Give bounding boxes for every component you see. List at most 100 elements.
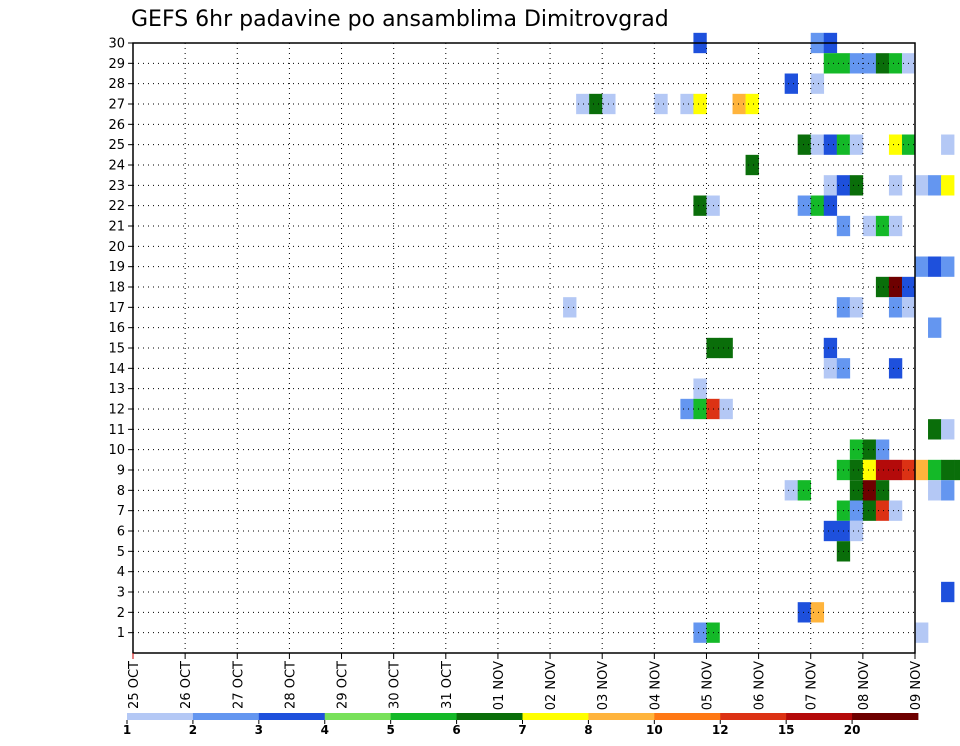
heatmap-cell bbox=[941, 459, 955, 481]
legend-swatch bbox=[522, 713, 589, 720]
heatmap-cell bbox=[941, 175, 955, 196]
y-tick-label: 23 bbox=[108, 179, 125, 194]
heatmap-cell bbox=[928, 480, 942, 501]
legend-swatch bbox=[456, 713, 523, 720]
heatmap-cell bbox=[862, 439, 877, 460]
heatmap-cell bbox=[888, 175, 903, 196]
legend-label: 8 bbox=[584, 723, 592, 737]
heatmap-cell bbox=[915, 459, 929, 481]
x-tick-label: 31 OCT bbox=[440, 661, 455, 709]
heatmap-cell bbox=[654, 93, 668, 115]
x-axis: 25 OCT 26 OCT 27 OCT 28 OCT 29 OCT 30 OCT 31 O… bbox=[127, 653, 924, 710]
heatmap-cell bbox=[941, 480, 955, 501]
heatmap-cell bbox=[849, 459, 864, 481]
legend-swatch bbox=[390, 713, 457, 720]
heatmap-cell bbox=[784, 73, 798, 94]
y-tick-label: 30 bbox=[108, 37, 125, 52]
heatmap-cell bbox=[862, 459, 877, 481]
chart-title: GEFS 6hr padavine po ansamblima Dimitrov… bbox=[131, 7, 669, 32]
y-tick-label: 2 bbox=[117, 606, 125, 621]
y-tick-label: 22 bbox=[108, 199, 125, 214]
heatmap-cell bbox=[941, 581, 955, 603]
y-tick-label: 19 bbox=[108, 260, 125, 275]
heatmap-cell bbox=[915, 256, 929, 277]
y-tick-label: 26 bbox=[108, 118, 125, 133]
heatmap-cell bbox=[862, 480, 877, 501]
heatmap-cell bbox=[823, 134, 838, 155]
heatmap-cell bbox=[849, 439, 864, 460]
x-tick-label: 26 OCT bbox=[179, 661, 194, 709]
heatmap-cell bbox=[849, 520, 864, 542]
heatmap-cell bbox=[576, 93, 590, 115]
legend-label: 2 bbox=[189, 723, 197, 737]
heatmap-cell bbox=[693, 622, 707, 643]
heatmap-cell bbox=[862, 53, 877, 74]
heatmap-cell bbox=[849, 134, 864, 155]
legend-label: 6 bbox=[452, 723, 460, 737]
heatmap-cell bbox=[875, 439, 890, 460]
heatmap-cell bbox=[875, 459, 890, 481]
grid-lines bbox=[133, 42, 915, 653]
y-tick-label: 16 bbox=[108, 321, 125, 336]
heatmap-cell bbox=[875, 500, 890, 521]
x-tick-label: 08 NOV bbox=[857, 661, 872, 710]
legend-swatch bbox=[258, 713, 326, 720]
y-tick-label: 25 bbox=[108, 138, 125, 153]
legend-label: 12 bbox=[712, 723, 729, 737]
heatmap-cell bbox=[849, 297, 864, 318]
heatmap-cell bbox=[915, 175, 929, 196]
heatmap-cell bbox=[941, 419, 955, 440]
y-tick-label: 20 bbox=[108, 240, 125, 255]
heatmap-cell bbox=[693, 93, 707, 115]
heatmap-cell bbox=[823, 520, 838, 542]
legend-label: 10 bbox=[646, 723, 663, 737]
y-tick-label: 9 bbox=[117, 464, 125, 479]
heatmap-cell bbox=[915, 622, 929, 643]
legend-swatch bbox=[192, 713, 260, 720]
heatmap-cell bbox=[875, 276, 890, 298]
heatmap-cell bbox=[888, 459, 903, 481]
y-tick-label: 27 bbox=[108, 98, 125, 113]
heatmap-cell bbox=[941, 134, 955, 155]
x-tick-label: 03 NOV bbox=[596, 661, 611, 710]
heatmap-cell bbox=[954, 459, 960, 481]
x-tick-label: 09 NOV bbox=[909, 661, 924, 710]
y-tick-label: 5 bbox=[117, 545, 125, 560]
legend-swatch bbox=[127, 713, 194, 720]
heatmap-cell bbox=[693, 398, 707, 420]
y-tick-label: 8 bbox=[117, 484, 125, 499]
heatmap-cell bbox=[823, 358, 838, 379]
heatmap-cell bbox=[928, 419, 942, 440]
heatmap-cell bbox=[928, 256, 942, 277]
heatmap-cell bbox=[797, 195, 812, 216]
heatmap-cell bbox=[810, 134, 825, 155]
heatmap-cell bbox=[888, 53, 903, 74]
legend-label: 20 bbox=[844, 723, 861, 737]
y-tick-label: 15 bbox=[108, 342, 125, 357]
heatmap-cell bbox=[888, 215, 903, 237]
heatmap-cell bbox=[862, 215, 877, 237]
x-tick-label: 02 NOV bbox=[544, 661, 559, 710]
legend-swatch bbox=[324, 713, 392, 720]
y-axis: 1234567891011121314151617181920212223242… bbox=[108, 37, 133, 641]
legend-label: 1 bbox=[123, 723, 131, 737]
heatmap-cell bbox=[941, 256, 955, 277]
y-tick-label: 17 bbox=[108, 301, 125, 316]
legend-label: 3 bbox=[255, 723, 263, 737]
heatmap-cell bbox=[680, 398, 694, 420]
x-tick-label: 01 NOV bbox=[492, 661, 507, 710]
heatmap-cell bbox=[589, 93, 603, 115]
heatmap-cell bbox=[823, 337, 838, 359]
heatmap-cell bbox=[928, 459, 942, 481]
heatmap-cell bbox=[875, 215, 890, 237]
x-tick-label: 27 OCT bbox=[231, 661, 246, 709]
x-tick-label: 25 OCT bbox=[127, 661, 142, 709]
y-tick-label: 1 bbox=[117, 626, 125, 641]
y-tick-label: 24 bbox=[108, 159, 125, 174]
heatmap-cell bbox=[888, 358, 903, 379]
heatmap-cell bbox=[797, 602, 812, 623]
heatmap-cell bbox=[745, 154, 759, 176]
y-tick-label: 14 bbox=[108, 362, 125, 377]
legend-swatch bbox=[654, 713, 721, 720]
heatmap-cell bbox=[823, 175, 838, 196]
